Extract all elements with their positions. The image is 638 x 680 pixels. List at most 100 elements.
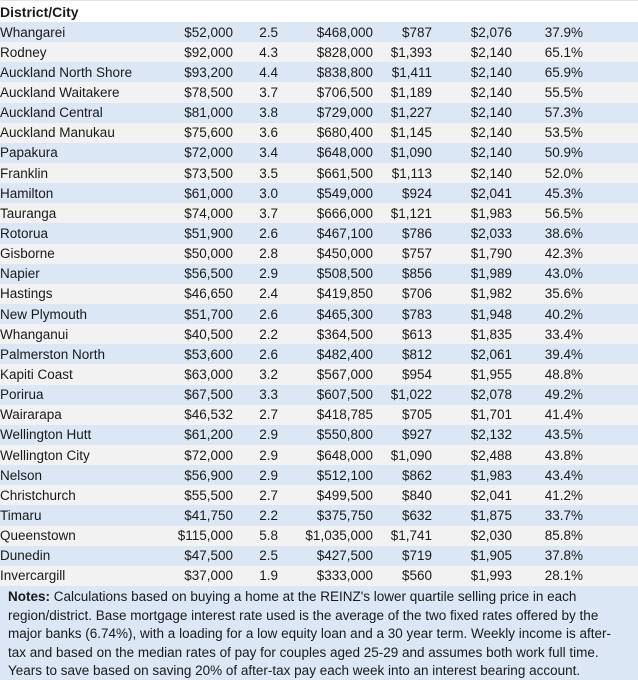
weekly-income-cell: $2,061 bbox=[432, 344, 512, 365]
district-cell: Auckland Manukau bbox=[0, 122, 165, 143]
table-row: Christchurch $55,500 2.7 $499,500 $840 $2,041… bbox=[0, 485, 638, 506]
column-header-blank bbox=[278, 1, 373, 22]
deposit-cell: $81,000 bbox=[165, 102, 233, 123]
house-price-cell: $419,850 bbox=[278, 283, 373, 304]
deposit-cell: $37,000 bbox=[165, 565, 233, 586]
house-price-cell: $418,785 bbox=[278, 404, 373, 425]
income-share-cell: 33.4% bbox=[512, 324, 583, 345]
weekly-income-cell: $1,983 bbox=[432, 465, 512, 486]
deposit-cell: $61,000 bbox=[165, 183, 233, 204]
district-cell: Porirua bbox=[0, 384, 165, 405]
table-row: Wairarapa $46,532 2.7 $418,785 $705 $1,701 41.… bbox=[0, 404, 638, 425]
income-share-cell: 41.4% bbox=[512, 404, 583, 425]
district-cell: Whangarei bbox=[0, 22, 165, 43]
income-share-cell: 85.8% bbox=[512, 525, 583, 546]
table-row: Napier $56,500 2.9 $508,500 $856 $1,989 43.0% bbox=[0, 263, 638, 284]
deposit-cell: $55,500 bbox=[165, 485, 233, 506]
table-row: Palmerston North $53,600 2.6 $482,400 $812 $2… bbox=[0, 344, 638, 365]
district-cell: Tauranga bbox=[0, 203, 165, 224]
deposit-cell: $46,532 bbox=[165, 404, 233, 425]
years-to-save-cell: 2.8 bbox=[233, 243, 278, 264]
income-share-cell: 42.3% bbox=[512, 243, 583, 264]
deposit-cell: $52,000 bbox=[165, 22, 233, 43]
deposit-cell: $93,200 bbox=[165, 62, 233, 83]
district-cell: Dunedin bbox=[0, 545, 165, 566]
weekly-payment-cell: $1,393 bbox=[373, 42, 432, 63]
deposit-cell: $40,500 bbox=[165, 324, 233, 345]
district-cell: Rotorua bbox=[0, 223, 165, 244]
district-cell: Auckland Central bbox=[0, 102, 165, 123]
weekly-income-cell: $1,835 bbox=[432, 324, 512, 345]
column-header-blank bbox=[432, 1, 512, 22]
deposit-cell: $51,700 bbox=[165, 303, 233, 325]
column-header-blank bbox=[165, 1, 233, 22]
weekly-payment-cell: $862 bbox=[373, 465, 432, 486]
deposit-cell: $78,500 bbox=[165, 82, 233, 103]
filler-cell bbox=[583, 444, 638, 466]
weekly-income-cell: $2,140 bbox=[432, 102, 512, 123]
table-row: Porirua $67,500 3.3 $607,500 $1,022 $2,078 49.… bbox=[0, 384, 638, 405]
district-cell: Christchurch bbox=[0, 485, 165, 506]
income-share-cell: 57.3% bbox=[512, 102, 583, 123]
deposit-cell: $92,000 bbox=[165, 42, 233, 63]
weekly-payment-cell: $856 bbox=[373, 263, 432, 284]
years-to-save-cell: 5.8 bbox=[233, 525, 278, 546]
weekly-income-cell: $2,041 bbox=[432, 485, 512, 506]
years-to-save-cell: 2.4 bbox=[233, 283, 278, 304]
weekly-income-cell: $1,875 bbox=[432, 505, 512, 526]
filler-cell bbox=[583, 223, 638, 244]
income-share-cell: 43.0% bbox=[512, 263, 583, 284]
filler-cell bbox=[583, 384, 638, 405]
weekly-income-cell: $1,983 bbox=[432, 203, 512, 224]
weekly-payment-cell: $927 bbox=[373, 424, 432, 445]
income-share-cell: 38.6% bbox=[512, 223, 583, 244]
filler-cell bbox=[583, 505, 638, 526]
district-cell: Auckland North Shore bbox=[0, 62, 165, 83]
filler-cell bbox=[583, 283, 638, 304]
filler-cell bbox=[583, 424, 638, 445]
house-price-cell: $567,000 bbox=[278, 364, 373, 385]
filler-cell bbox=[583, 303, 638, 325]
table-row: Papakura $72,000 3.4 $648,000 $1,090 $2,140 50… bbox=[0, 142, 638, 163]
deposit-cell: $75,600 bbox=[165, 122, 233, 143]
weekly-income-cell: $2,041 bbox=[432, 183, 512, 204]
notes: Notes: Calculations based on buying a ho… bbox=[0, 585, 638, 680]
notes-label: Notes: bbox=[8, 588, 51, 604]
filler-cell bbox=[583, 162, 638, 184]
district-cell: Franklin bbox=[0, 162, 165, 184]
table-row: Auckland Manukau $75,600 3.6 $680,400 $1,145… bbox=[0, 122, 638, 143]
years-to-save-cell: 4.4 bbox=[233, 62, 278, 83]
table-row: Wellington City $72,000 2.9 $648,000 $1,090 $… bbox=[0, 444, 638, 466]
house-price-cell: $467,100 bbox=[278, 223, 373, 244]
weekly-payment-cell: $924 bbox=[373, 183, 432, 204]
years-to-save-cell: 2.7 bbox=[233, 485, 278, 506]
district-cell: Queenstown bbox=[0, 525, 165, 546]
table-header-row: District/City bbox=[0, 1, 638, 22]
table-row: Gisborne $50,000 2.8 $450,000 $757 $1,790 42.3… bbox=[0, 243, 638, 264]
weekly-income-cell: $2,488 bbox=[432, 444, 512, 466]
district-cell: New Plymouth bbox=[0, 303, 165, 325]
years-to-save-cell: 2.5 bbox=[233, 545, 278, 566]
years-to-save-cell: 2.6 bbox=[233, 223, 278, 244]
weekly-payment-cell: $1,090 bbox=[373, 444, 432, 466]
weekly-income-cell: $2,078 bbox=[432, 384, 512, 405]
deposit-cell: $51,900 bbox=[165, 223, 233, 244]
weekly-payment-cell: $1,145 bbox=[373, 122, 432, 143]
filler-cell bbox=[583, 485, 638, 506]
house-price-cell: $1,035,000 bbox=[278, 525, 373, 546]
weekly-payment-cell: $1,121 bbox=[373, 203, 432, 224]
weekly-income-cell: $2,140 bbox=[432, 122, 512, 143]
weekly-payment-cell: $706 bbox=[373, 283, 432, 304]
filler-cell bbox=[583, 203, 638, 224]
weekly-payment-cell: $787 bbox=[373, 22, 432, 43]
district-cell: Rodney bbox=[0, 42, 165, 63]
table-row: Wellington Hutt $61,200 2.9 $550,800 $927 $2,… bbox=[0, 424, 638, 445]
district-cell: Napier bbox=[0, 263, 165, 284]
weekly-income-cell: $2,030 bbox=[432, 525, 512, 546]
deposit-cell: $73,500 bbox=[165, 162, 233, 184]
weekly-payment-cell: $1,090 bbox=[373, 142, 432, 163]
house-price-cell: $450,000 bbox=[278, 243, 373, 264]
income-share-cell: 43.4% bbox=[512, 465, 583, 486]
income-share-cell: 37.8% bbox=[512, 545, 583, 566]
deposit-cell: $46,650 bbox=[165, 283, 233, 304]
